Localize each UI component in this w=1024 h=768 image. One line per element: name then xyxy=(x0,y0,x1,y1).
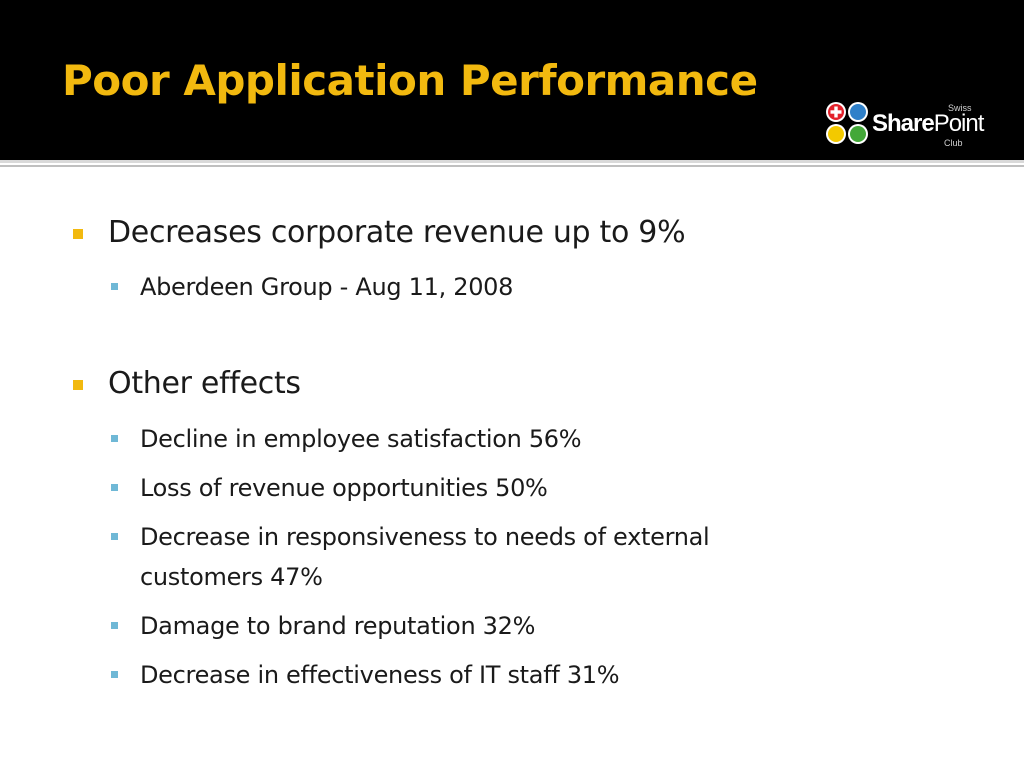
header-divider-light xyxy=(0,160,1024,163)
logo-circles-icon xyxy=(826,102,868,144)
logo-swiss-text: Swiss xyxy=(948,103,972,113)
sub-bullet-it-staff: Decrease in effectiveness of IT staff 31… xyxy=(111,655,620,695)
sub-bullet-revenue-opportunities: Loss of revenue opportunities 50% xyxy=(111,468,548,508)
sub-bullet-responsiveness: Decrease in responsiveness to needs of e… xyxy=(111,517,830,597)
sub-bullet-brand: Damage to brand reputation 32% xyxy=(111,606,536,646)
small-square-bullet-icon xyxy=(111,283,118,290)
header-divider-dark xyxy=(0,165,1024,167)
sub-bullet-text: Loss of revenue opportunities 50% xyxy=(140,474,548,502)
small-square-bullet-icon xyxy=(111,671,118,678)
sub-bullet-text: Decrease in effectiveness of IT staff 31… xyxy=(140,661,620,689)
sub-bullet-satisfaction: Decline in employee satisfaction 56% xyxy=(111,419,582,459)
logo-share-text: Share xyxy=(872,110,935,137)
bullet-text: Other effects xyxy=(108,366,301,401)
small-square-bullet-icon xyxy=(111,435,118,442)
sub-bullet-text: Decrease in responsiveness to needs of e… xyxy=(140,523,710,591)
bullet-other-effects: Other effects xyxy=(73,366,301,401)
logo-wordmark: SharePoint xyxy=(872,110,985,138)
logo-club-text: Club xyxy=(944,138,963,148)
sub-bullet-source: Aberdeen Group - Aug 11, 2008 xyxy=(111,267,514,307)
small-square-bullet-icon xyxy=(111,484,118,491)
slide-title: Poor Application Performance xyxy=(62,56,758,105)
small-square-bullet-icon xyxy=(111,533,118,540)
title-bar: Poor Application Performance Swiss Share… xyxy=(0,0,1024,160)
logo-point-text: Point xyxy=(933,110,985,137)
sub-bullet-text: Damage to brand reputation 32% xyxy=(140,612,536,640)
swiss-sharepoint-club-logo: Swiss SharePoint Club xyxy=(824,100,1004,150)
square-bullet-icon xyxy=(73,229,83,239)
bullet-revenue: Decreases corporate revenue up to 9% xyxy=(73,215,686,250)
sub-bullet-text: Decline in employee satisfaction 56% xyxy=(140,425,582,453)
square-bullet-icon xyxy=(73,380,83,390)
small-square-bullet-icon xyxy=(111,622,118,629)
bullet-text: Decreases corporate revenue up to 9% xyxy=(108,215,686,250)
sub-bullet-text: Aberdeen Group - Aug 11, 2008 xyxy=(140,273,514,301)
